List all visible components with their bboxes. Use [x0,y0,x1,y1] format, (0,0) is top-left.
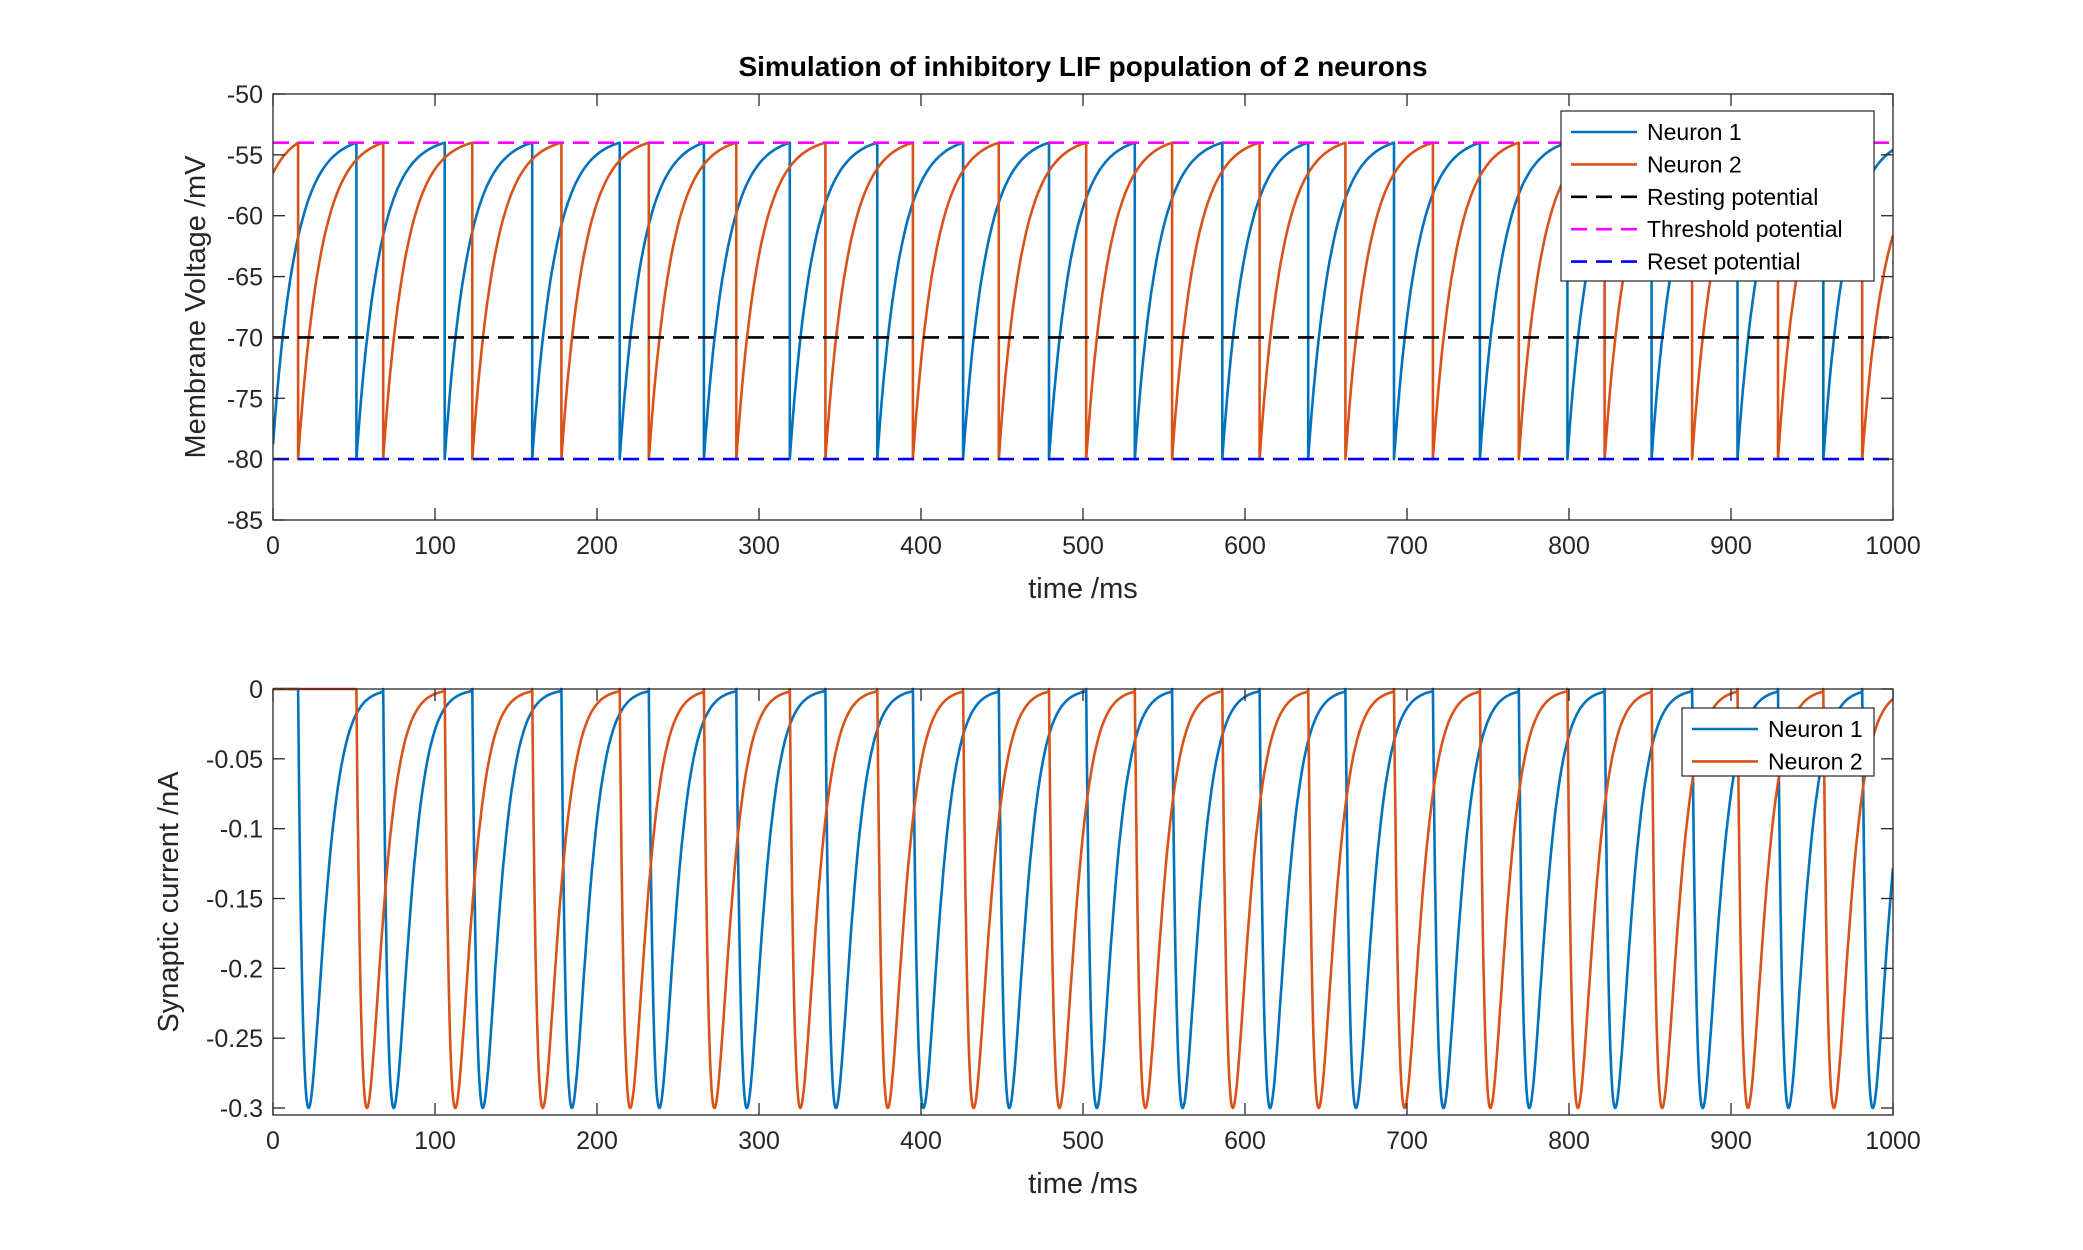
legend-box [1560,110,1875,282]
legend-label: Threshold potential [1647,216,1843,242]
y-tick-label: -50 [227,81,263,109]
y-tick-label: -60 [227,203,263,231]
x-tick-label: 600 [1224,532,1266,560]
x-tick-label: 100 [414,1127,456,1155]
x-tick-label: 100 [414,532,456,560]
x-tick-label: 1000 [1865,1127,1921,1155]
legend: Neuron 1 Neuron 2 Resting potential Thresho… [1560,110,1875,282]
y-tick-label: -0.3 [220,1095,263,1123]
x-tick-label: 200 [576,532,618,560]
y-tick-label: -75 [227,385,263,413]
y-axis-label: Membrane Voltage /mV [180,155,212,459]
y-tick-label: -65 [227,264,263,292]
y-tick-label: -70 [227,324,263,352]
y-tick-label: -55 [227,142,263,170]
legend: Neuron 1 Neuron 2 [1681,707,1875,777]
voltage-chart: 0 100 200 300 400 500 600 700 800 900 1000 -85 -80 -7… [180,51,1921,605]
y-tick-label: -0.1 [220,816,263,844]
x-tick-label: 500 [1062,1127,1104,1155]
x-tick-label: 600 [1224,1127,1266,1155]
x-tick-label: 500 [1062,532,1104,560]
x-tick-label: 800 [1548,532,1590,560]
x-tick-label: 400 [900,1127,942,1155]
y-tick-label: -0.15 [206,886,263,914]
x-axis-label: time /ms [1028,573,1138,605]
x-tick-label: 1000 [1865,532,1921,560]
legend-box [1681,707,1875,777]
x-tick-label: 900 [1710,532,1752,560]
x-tick-label: 300 [738,532,780,560]
x-tick-label: 700 [1386,1127,1428,1155]
legend-label: Neuron 2 [1768,748,1863,774]
legend-label: Reset potential [1647,249,1800,275]
x-tick-label: 200 [576,1127,618,1155]
y-axis-label: Synaptic current /nA [153,771,185,1033]
x-tick-label: 300 [738,1127,780,1155]
chart-title: Simulation of inhibitory LIF population … [738,51,1427,82]
y-tick-label: -0.2 [220,955,263,983]
x-tick-label: 0 [266,532,280,560]
legend-label: Resting potential [1647,184,1818,210]
x-tick-label: 700 [1386,532,1428,560]
y-tick-label: 0 [249,676,263,704]
x-axis-label: time /ms [1028,1168,1138,1200]
x-tick-label: 0 [266,1127,280,1155]
legend-label: Neuron 1 [1768,716,1863,742]
x-tick-label: 800 [1548,1127,1590,1155]
legend-label: Neuron 2 [1647,151,1742,177]
series-line-neuron-2 [273,687,1893,1110]
y-tick-label: -0.25 [206,1025,263,1053]
y-tick-label: -85 [227,507,263,535]
y-tick-label: -0.05 [206,746,263,774]
x-tick-label: 400 [900,532,942,560]
legend-label: Neuron 1 [1647,119,1742,145]
current-chart: 0 100 200 300 400 500 600 700 800 900 1000 -0.3 -0.2… [153,676,1921,1200]
y-tick-label: -80 [227,446,263,474]
x-tick-label: 900 [1710,1127,1752,1155]
